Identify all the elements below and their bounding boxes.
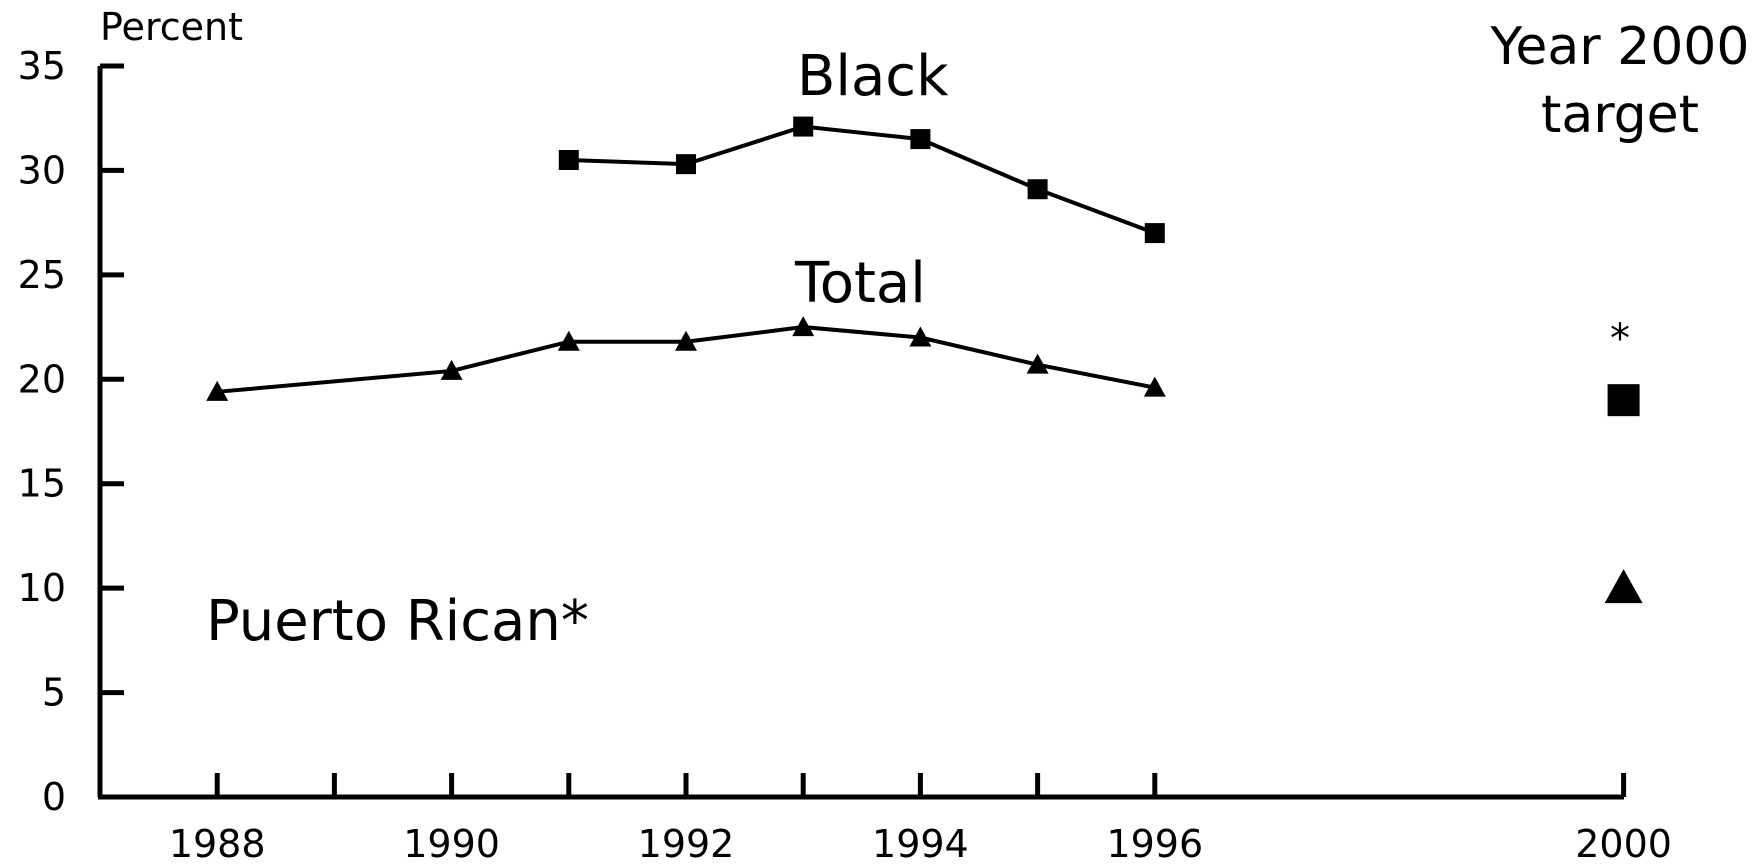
series-line: [568, 124, 1156, 235]
y-tick-label: 5: [42, 671, 66, 715]
x-tick-label: 1990: [403, 822, 500, 866]
y-tick-label: 20: [18, 357, 66, 401]
data-point-triangle: [792, 316, 815, 337]
series-markers: [206, 116, 1166, 401]
series-label-total: Total: [794, 251, 926, 316]
data-point-triangle: [206, 380, 229, 401]
y-tick-label: 10: [18, 566, 66, 610]
x-tick-label: 1994: [872, 822, 969, 866]
data-point-square: [1144, 223, 1165, 244]
y-axis-title: Percent: [100, 5, 243, 49]
data-point-square: [676, 154, 696, 175]
x-tick-label: 1992: [638, 822, 735, 866]
data-point-triangle: [1143, 376, 1166, 397]
target-marker-square: [1607, 384, 1640, 417]
data-point-square: [558, 149, 579, 170]
data-point-triangle: [909, 326, 932, 347]
data-point-square: [793, 116, 814, 137]
data-point-triangle: [675, 330, 697, 351]
target-title-line1: Year 2000: [1490, 17, 1750, 77]
y-tick-label: 30: [18, 148, 66, 192]
x-tick-label: 1988: [169, 822, 266, 866]
data-point-square: [1027, 179, 1048, 200]
series-label-puerto-rican: Puerto Rican*: [206, 589, 589, 654]
y-axis: 0 5 10 15 20 25 30 35: [18, 44, 124, 819]
y-tick-label: 0: [42, 775, 66, 819]
y-tick-label: 15: [18, 462, 66, 506]
target-marker-triangle: [1604, 569, 1643, 604]
target-title-line2: target: [1541, 85, 1699, 145]
x-axis: 1988 1990 1992 1994 1996 2000: [169, 773, 1672, 866]
x-tick-label: 1996: [1106, 822, 1203, 866]
data-point-square: [910, 129, 931, 150]
target-markers: [1604, 384, 1643, 604]
y-tick-label: 25: [18, 253, 66, 297]
data-point-triangle: [440, 359, 463, 380]
target-star: *: [1610, 316, 1630, 362]
data-point-triangle: [1026, 353, 1049, 374]
series-line: [217, 325, 1156, 394]
series-lines: [217, 124, 1156, 394]
data-point-triangle: [557, 330, 580, 351]
y-tick-label: 35: [18, 44, 66, 88]
x-tick-label: 2000: [1575, 822, 1672, 866]
series-label-black: Black: [797, 44, 949, 109]
